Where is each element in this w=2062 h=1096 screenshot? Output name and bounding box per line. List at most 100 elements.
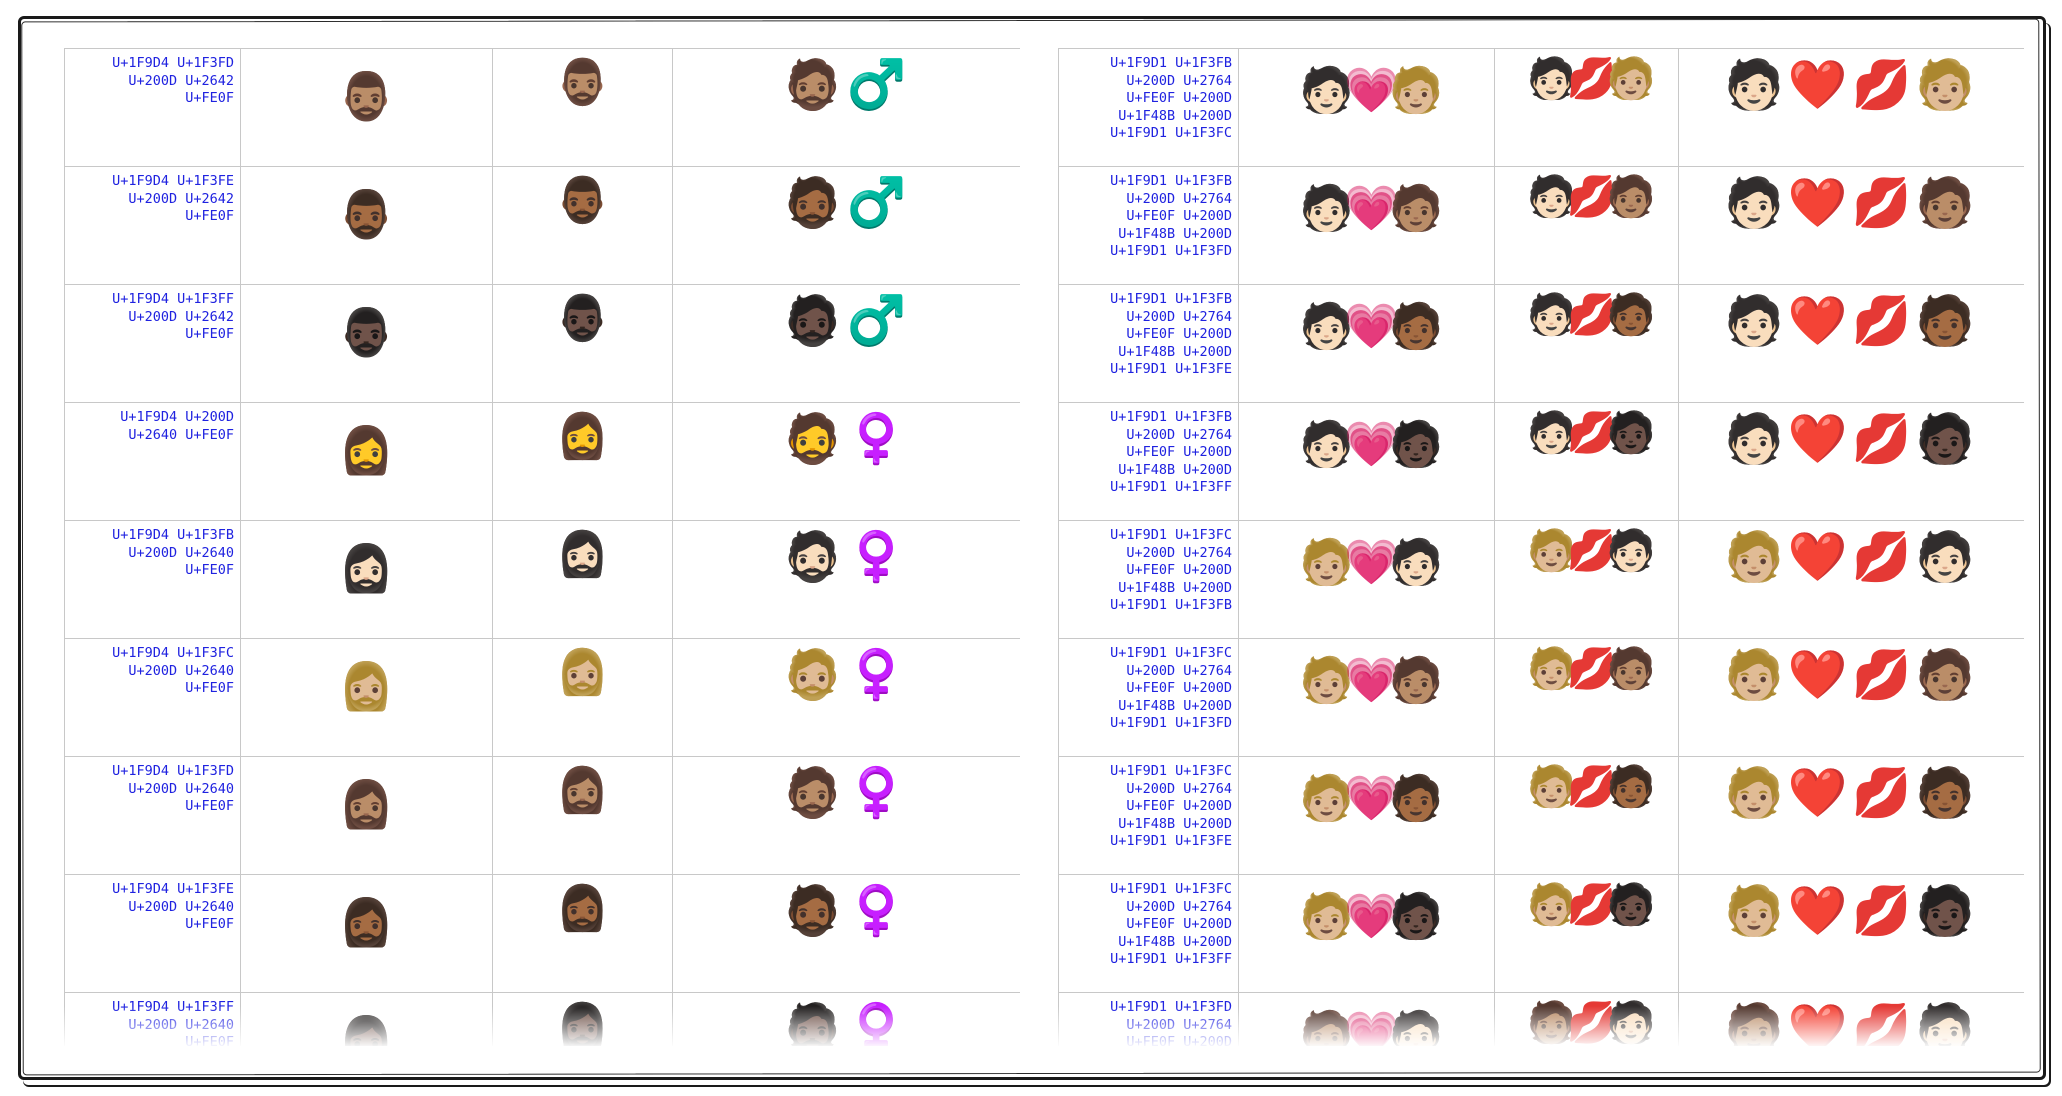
emoji-image-cell: 🧔🏿‍♀️ <box>240 992 493 1046</box>
emoji-sequence: 🧑🏽❤️💋🧑🏻 <box>1723 1001 1980 1046</box>
emoji-sequence: 🧔♀️ <box>782 411 911 467</box>
table-row: U+1F9D1 U+1F3FB U+200D U+2764 U+FE0F U+2… <box>1058 284 2024 403</box>
emoji-sample: 🧑🏻💋🧑🏾 <box>1526 292 1656 338</box>
emoji-image-cell: 🧔🏾‍♂️ <box>240 166 493 285</box>
emoji-sequence: 🧔🏿♂️ <box>782 293 911 349</box>
emoji-sample-cell: 🧑🏻💋🧑🏿 <box>1494 402 1679 521</box>
right-emoji-table-panel: U+1F9D1 U+1F3FB U+200D U+2764 U+FE0F U+2… <box>1058 48 2024 1046</box>
emoji-sample: 🧑🏽💋🧑🏻 <box>1526 1000 1656 1046</box>
emoji-image: 🧔🏿‍♀️ <box>337 1013 396 1046</box>
emoji-image: 🧑🏼💗🧑🏿 <box>1299 891 1443 942</box>
emoji-sequence: 🧔🏿♀️ <box>782 1001 911 1046</box>
emoji-image-cell: 🧔‍♀️ <box>240 402 493 521</box>
emoji-sequence-cell: 🧔🏿♀️ <box>672 992 1020 1046</box>
emoji-sample-cell: 🧑🏻💋🧑🏼 <box>1494 48 1679 167</box>
emoji-sample: 🧔🏿‍♀️ <box>555 1001 610 1047</box>
emoji-sample: 🧑🏻💋🧑🏽 <box>1526 174 1656 220</box>
emoji-sequence: 🧑🏻❤️💋🧑🏾 <box>1723 293 1980 349</box>
emoji-sequence: 🧑🏼❤️💋🧑🏿 <box>1723 883 1980 939</box>
emoji-image-cell: 🧔🏼‍♀️ <box>240 638 493 757</box>
code-point-cell: U+1F9D1 U+1F3FB U+200D U+2764 U+FE0F U+2… <box>1058 48 1239 167</box>
emoji-image: 🧔🏾‍♀️ <box>337 895 396 949</box>
emoji-sample-cell: 🧔🏽‍♀️ <box>492 756 673 875</box>
emoji-sequence: 🧔🏾♀️ <box>782 883 911 939</box>
emoji-sample-cell: 🧑🏼💋🧑🏽 <box>1494 638 1679 757</box>
emoji-sample: 🧔🏽‍♀️ <box>555 765 610 816</box>
emoji-sample: 🧑🏼💋🧑🏿 <box>1526 882 1656 928</box>
left-emoji-table: U+1F9D4 U+1F3FD U+200D U+2642 U+FE0F 🧔🏽‍♂… <box>64 48 1020 1046</box>
emoji-sequence-cell: 🧑🏼❤️💋🧑🏻 <box>1678 520 2024 639</box>
table-row: U+1F9D4 U+1F3FE U+200D U+2642 U+FE0F 🧔🏾‍♂… <box>64 166 1020 285</box>
emoji-sequence: 🧔🏼♀️ <box>782 647 911 703</box>
emoji-sequence: 🧑🏼❤️💋🧑🏽 <box>1723 647 1980 703</box>
code-point-cell: U+1F9D1 U+1F3FB U+200D U+2764 U+FE0F U+2… <box>1058 166 1239 285</box>
table-row: U+1F9D1 U+1F3FC U+200D U+2764 U+FE0F U+2… <box>1058 874 2024 993</box>
code-point-cell: U+1F9D4 U+200D U+2640 U+FE0F <box>64 402 241 521</box>
emoji-image-cell: 🧔🏾‍♀️ <box>240 874 493 993</box>
emoji-sample-cell: 🧔‍♀️ <box>492 402 673 521</box>
emoji-image: 🧔🏽‍♀️ <box>337 777 396 831</box>
emoji-sequence-cell: 🧔🏾♀️ <box>672 874 1020 993</box>
emoji-sample-cell: 🧔🏻‍♀️ <box>492 520 673 639</box>
emoji-sequence-cell: 🧔♀️ <box>672 402 1020 521</box>
table-row: U+1F9D4 U+1F3FE U+200D U+2640 U+FE0F 🧔🏾‍♀… <box>64 874 1020 993</box>
table-row: U+1F9D1 U+1F3FB U+200D U+2764 U+FE0F U+2… <box>1058 166 2024 285</box>
emoji-image: 🧔🏼‍♀️ <box>337 659 396 713</box>
code-point-cell: U+1F9D4 U+1F3FF U+200D U+2640 U+FE0F <box>64 992 241 1046</box>
emoji-sequence: 🧔🏻♀️ <box>782 529 911 585</box>
emoji-image-cell: 🧑🏻💗🧑🏽 <box>1238 166 1495 285</box>
emoji-image: 🧑🏻💗🧑🏼 <box>1299 65 1443 116</box>
code-point-cell: U+1F9D1 U+1F3FD U+200D U+2764 U+FE0F U+2… <box>1058 992 1239 1046</box>
emoji-image-cell: 🧔🏿‍♂️ <box>240 284 493 403</box>
emoji-image: 🧔🏽‍♂️ <box>337 69 396 123</box>
emoji-sample-cell: 🧑🏻💋🧑🏾 <box>1494 284 1679 403</box>
emoji-sample-cell: 🧔🏿‍♀️ <box>492 992 673 1047</box>
emoji-sequence-cell: 🧔🏿♂️ <box>672 284 1020 403</box>
emoji-sample: 🧑🏻💋🧑🏼 <box>1526 56 1656 102</box>
emoji-image-cell: 🧔🏽‍♀️ <box>240 756 493 875</box>
emoji-image: 🧑🏼💗🧑🏽 <box>1299 655 1443 706</box>
emoji-image: 🧑🏽💗🧑🏻 <box>1299 1009 1443 1047</box>
emoji-image-cell: 🧔🏻‍♀️ <box>240 520 493 639</box>
code-point-cell: U+1F9D1 U+1F3FC U+200D U+2764 U+FE0F U+2… <box>1058 638 1239 757</box>
emoji-sample-cell: 🧔🏼‍♀️ <box>492 638 673 757</box>
table-row: U+1F9D4 U+200D U+2640 U+FE0F 🧔‍♀️ 🧔‍♀️ 🧔♀️ <box>64 402 1020 521</box>
right-emoji-table: U+1F9D1 U+1F3FB U+200D U+2764 U+FE0F U+2… <box>1058 48 2024 1046</box>
code-point-cell: U+1F9D4 U+1F3FD U+200D U+2642 U+FE0F <box>64 48 241 167</box>
emoji-sample: 🧔‍♀️ <box>555 411 610 462</box>
emoji-sequence-cell: 🧑🏽❤️💋🧑🏻 <box>1678 992 2024 1046</box>
emoji-image: 🧔🏾‍♂️ <box>337 187 396 241</box>
table-row: U+1F9D4 U+1F3FB U+200D U+2640 U+FE0F 🧔🏻‍♀… <box>64 520 1020 639</box>
emoji-sample-cell: 🧔🏾‍♂️ <box>492 166 673 285</box>
emoji-sequence: 🧑🏻❤️💋🧑🏽 <box>1723 175 1980 231</box>
emoji-image-cell: 🧑🏻💗🧑🏾 <box>1238 284 1495 403</box>
emoji-sequence: 🧑🏻❤️💋🧑🏼 <box>1723 57 1980 113</box>
emoji-image-cell: 🧑🏼💗🧑🏿 <box>1238 874 1495 993</box>
emoji-image-cell: 🧑🏻💗🧑🏼 <box>1238 48 1495 167</box>
emoji-image-cell: 🧑🏼💗🧑🏽 <box>1238 638 1495 757</box>
emoji-sample: 🧔🏾‍♂️ <box>555 175 610 226</box>
emoji-sample-cell: 🧑🏻💋🧑🏽 <box>1494 166 1679 285</box>
emoji-sample: 🧑🏼💋🧑🏾 <box>1526 764 1656 810</box>
emoji-image: 🧑🏻💗🧑🏿 <box>1299 419 1443 470</box>
sketch-frame <box>18 16 2046 1080</box>
code-point-cell: U+1F9D1 U+1F3FB U+200D U+2764 U+FE0F U+2… <box>1058 402 1239 521</box>
code-point-cell: U+1F9D4 U+1F3FB U+200D U+2640 U+FE0F <box>64 520 241 639</box>
code-point-cell: U+1F9D1 U+1F3FC U+200D U+2764 U+FE0F U+2… <box>1058 520 1239 639</box>
code-point-cell: U+1F9D1 U+1F3FB U+200D U+2764 U+FE0F U+2… <box>1058 284 1239 403</box>
emoji-sequence-cell: 🧔🏼♀️ <box>672 638 1020 757</box>
emoji-image: 🧑🏻💗🧑🏽 <box>1299 183 1443 234</box>
emoji-sequence-cell: 🧑🏼❤️💋🧑🏾 <box>1678 756 2024 875</box>
emoji-sequence-cell: 🧑🏻❤️💋🧑🏿 <box>1678 402 2024 521</box>
emoji-sequence: 🧑🏼❤️💋🧑🏻 <box>1723 529 1980 585</box>
emoji-sequence: 🧑🏻❤️💋🧑🏿 <box>1723 411 1980 467</box>
code-point-cell: U+1F9D1 U+1F3FC U+200D U+2764 U+FE0F U+2… <box>1058 756 1239 875</box>
code-point-cell: U+1F9D4 U+1F3FD U+200D U+2640 U+FE0F <box>64 756 241 875</box>
table-row: U+1F9D4 U+1F3FF U+200D U+2640 U+FE0F 🧔🏿‍♀… <box>64 992 1020 1047</box>
table-row: U+1F9D1 U+1F3FB U+200D U+2764 U+FE0F U+2… <box>1058 402 2024 521</box>
emoji-sample: 🧔🏽‍♂️ <box>555 57 610 108</box>
emoji-sample-cell: 🧔🏾‍♀️ <box>492 874 673 993</box>
emoji-sample: 🧑🏼💋🧑🏻 <box>1526 528 1656 574</box>
code-point-cell: U+1F9D4 U+1F3FE U+200D U+2642 U+FE0F <box>64 166 241 285</box>
code-point-cell: U+1F9D1 U+1F3FC U+200D U+2764 U+FE0F U+2… <box>1058 874 1239 993</box>
